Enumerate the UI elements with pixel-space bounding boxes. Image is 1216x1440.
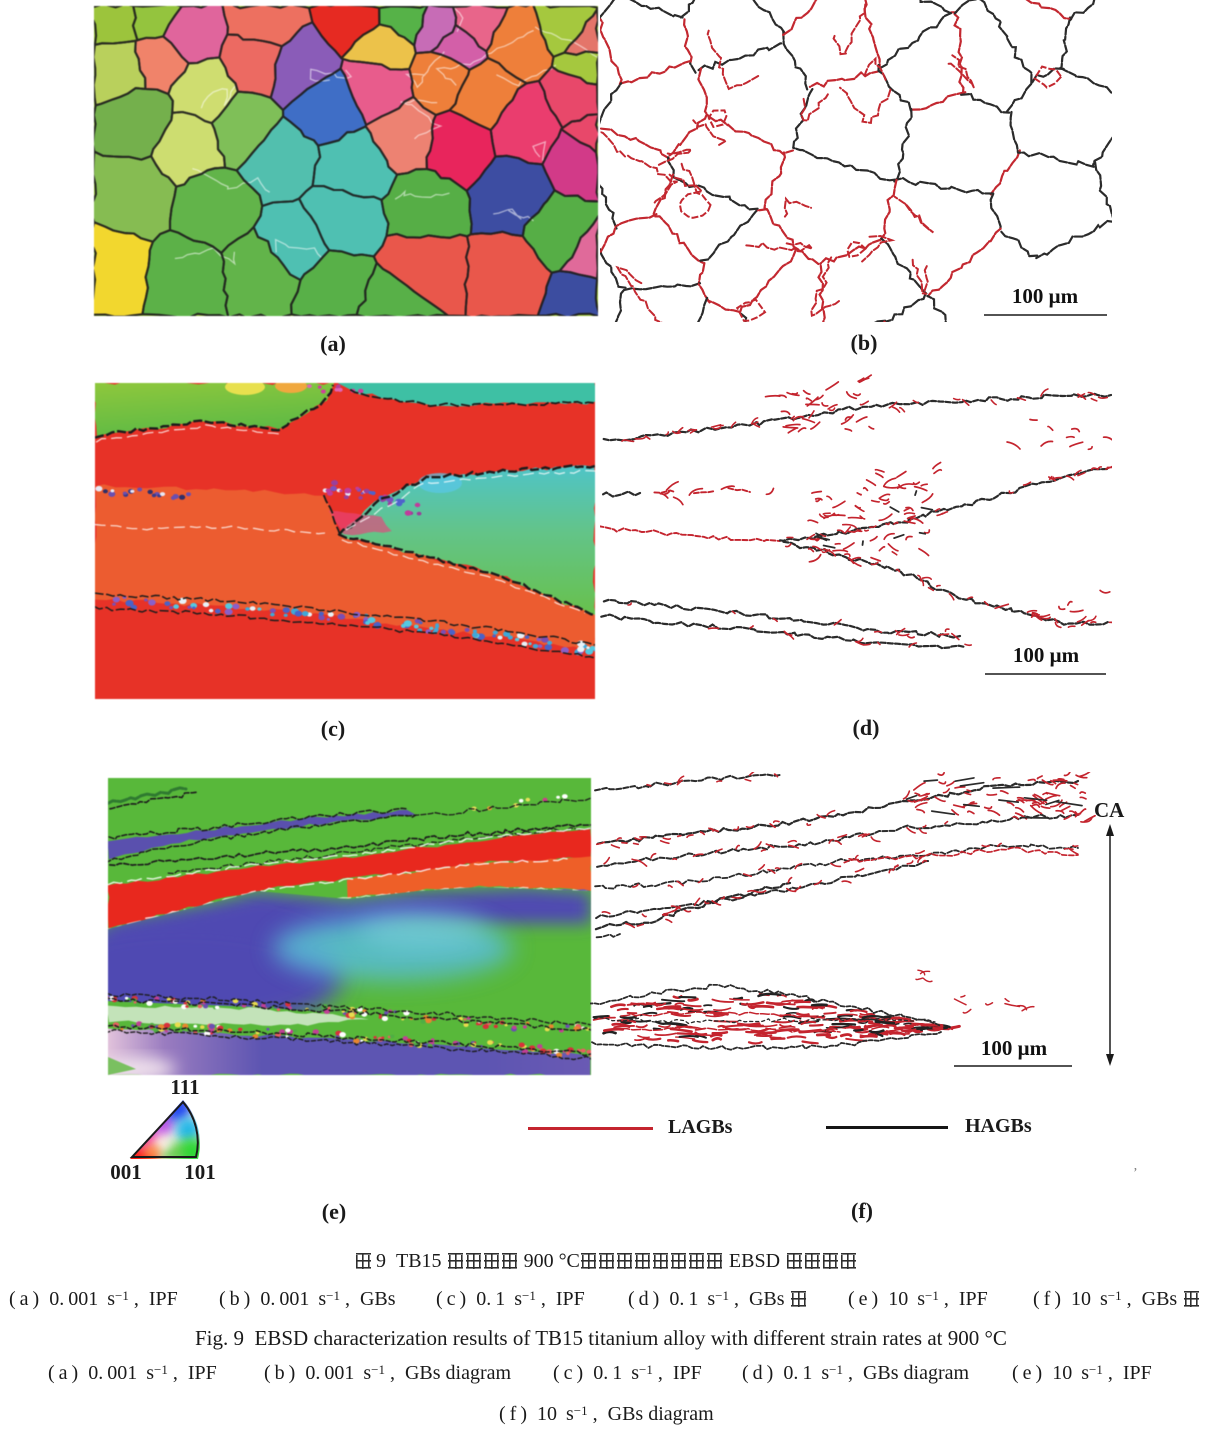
svg-text:100 μm: 100 μm (1013, 643, 1080, 667)
svg-text:100 μm: 100 μm (1012, 284, 1079, 308)
svg-text:100 μm: 100 μm (981, 1036, 1048, 1060)
